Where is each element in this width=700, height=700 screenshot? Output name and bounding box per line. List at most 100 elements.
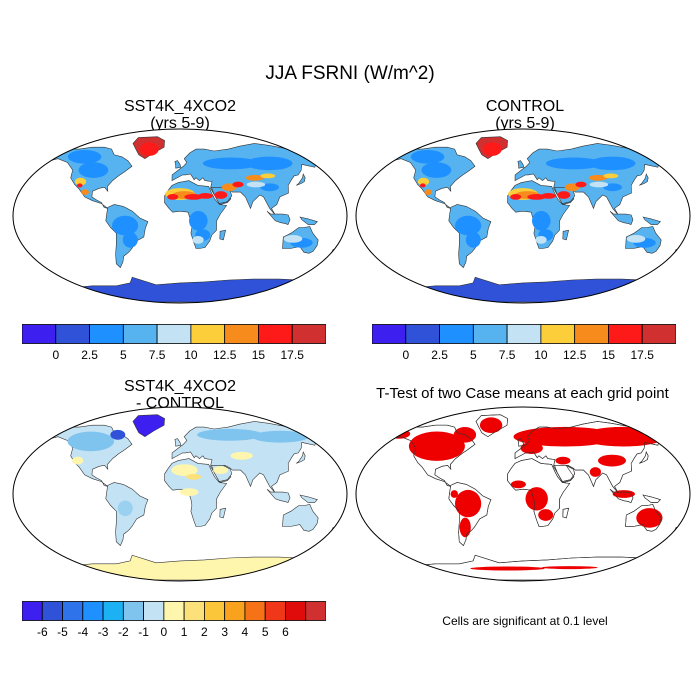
land-madagascar [562,229,569,241]
field-patch [245,156,293,171]
field-patch [260,173,276,179]
world-map-flux [12,128,348,304]
field-patch [137,416,160,432]
field-patch [483,142,502,156]
field-patch [450,490,458,498]
land-australia [282,504,319,532]
colorbar-tick-label: -2 [117,625,129,639]
colorbar-swatch [371,324,407,344]
significance-note: Cells are significant at 0.1 level [442,614,608,628]
figure-title: JJA FSRNI (W/m^2) [265,63,435,84]
field-patch [230,451,253,460]
land-japan [296,451,306,464]
map-border [12,406,348,582]
colorbar-swatch [21,324,57,344]
field-patch [252,430,309,443]
field-patch [420,183,426,188]
colorbar-svg [371,324,677,344]
colorbar-tick-label: 7.5 [498,348,516,362]
colorbar-tick-label: 5 [119,348,127,362]
field-patch [535,236,547,244]
colorbar-diff [21,601,327,626]
coastline-greenland [475,414,508,438]
field-patch [81,189,89,195]
colorbar-swatch [291,324,327,344]
field-patch [479,417,503,433]
land-japan [296,173,306,186]
field-patch [540,193,556,199]
colorbar-tick-label: 5 [261,625,269,639]
panel-title-ttest: T-Test of two Case means at each grid po… [350,385,695,402]
field-patch [410,150,445,164]
map-panel-control [355,128,691,304]
field-patch [122,232,138,248]
colorbar-swatch [203,601,226,621]
colorbar-swatch [163,601,185,621]
field-patch [167,194,179,200]
coastline-madagascar [562,507,569,519]
land-madagascar [219,507,226,519]
colorbar-swatch [224,324,259,344]
colorbar-tick-label: 5 [469,348,477,362]
colorbar-svg [21,601,327,621]
panel-title-control: CONTROL (yrs 5-9) [385,98,665,132]
field-patch [545,157,602,170]
field-patch [589,467,601,477]
panel-title-ttest-line1: T-Test of two Case means at each grid po… [376,385,669,402]
land-uk [174,438,182,447]
field-patch [557,191,571,199]
coastline-southAmerica [448,482,492,547]
field-patch [140,142,159,156]
colorbar-swatch [574,324,609,344]
panel-title-case-line2: (yrs 5-9) [150,115,210,132]
colorbar-tick-label: -5 [57,625,68,639]
field-patch [260,183,279,192]
coastline-japan [639,451,649,464]
colorbar-swatch [405,324,440,344]
colorbar-swatch [143,601,165,621]
land-uk [517,160,525,169]
coastline-uk [517,438,525,447]
land-uk [174,160,182,169]
coastline-northAmerica [384,424,476,487]
field-patch [588,156,636,171]
field-patch [459,517,471,538]
colorbar-tick-label: 12.5 [563,348,587,362]
colorbar-tick-label: 12.5 [213,348,237,362]
colorbar-tick-label: 2 [201,625,208,639]
field-patch [455,489,482,518]
land-madagascar [219,229,226,241]
field-patch [197,193,213,199]
coastline-europeAsia [514,421,672,494]
colorbar-swatch [285,601,307,621]
colorbar-swatch [190,324,226,344]
land-newGuinea [299,494,318,503]
colorbar-swatch [264,601,286,621]
field-patch [555,456,571,465]
world-map-diff [12,406,348,582]
field-patch [72,456,84,465]
field-patch [532,211,551,231]
world-map-ttest [355,406,691,582]
field-patch [424,189,432,195]
panel-title-control-line1: CONTROL [485,98,565,115]
colorbar-swatch [62,601,84,621]
map-border [355,128,691,304]
field-patch [603,183,622,192]
map-border [355,406,691,582]
field-patch [197,428,263,441]
colorbar-swatch [258,324,293,344]
colorbar-swatch [122,324,158,344]
panel-title-control-line2: (yrs 5-9) [495,115,555,132]
colorbar-swatch [102,601,124,621]
coastline-indonesia [609,488,634,503]
land-newGuinea [642,216,661,225]
colorbar-control [371,324,677,349]
field-patch [110,429,126,440]
coastline-newGuinea [642,494,661,503]
colorbar-swatch [156,324,192,344]
land-indonesia [609,210,634,225]
field-patch [470,566,545,571]
field-patch [541,566,598,570]
colorbar-tick-label: 2.5 [431,348,448,362]
